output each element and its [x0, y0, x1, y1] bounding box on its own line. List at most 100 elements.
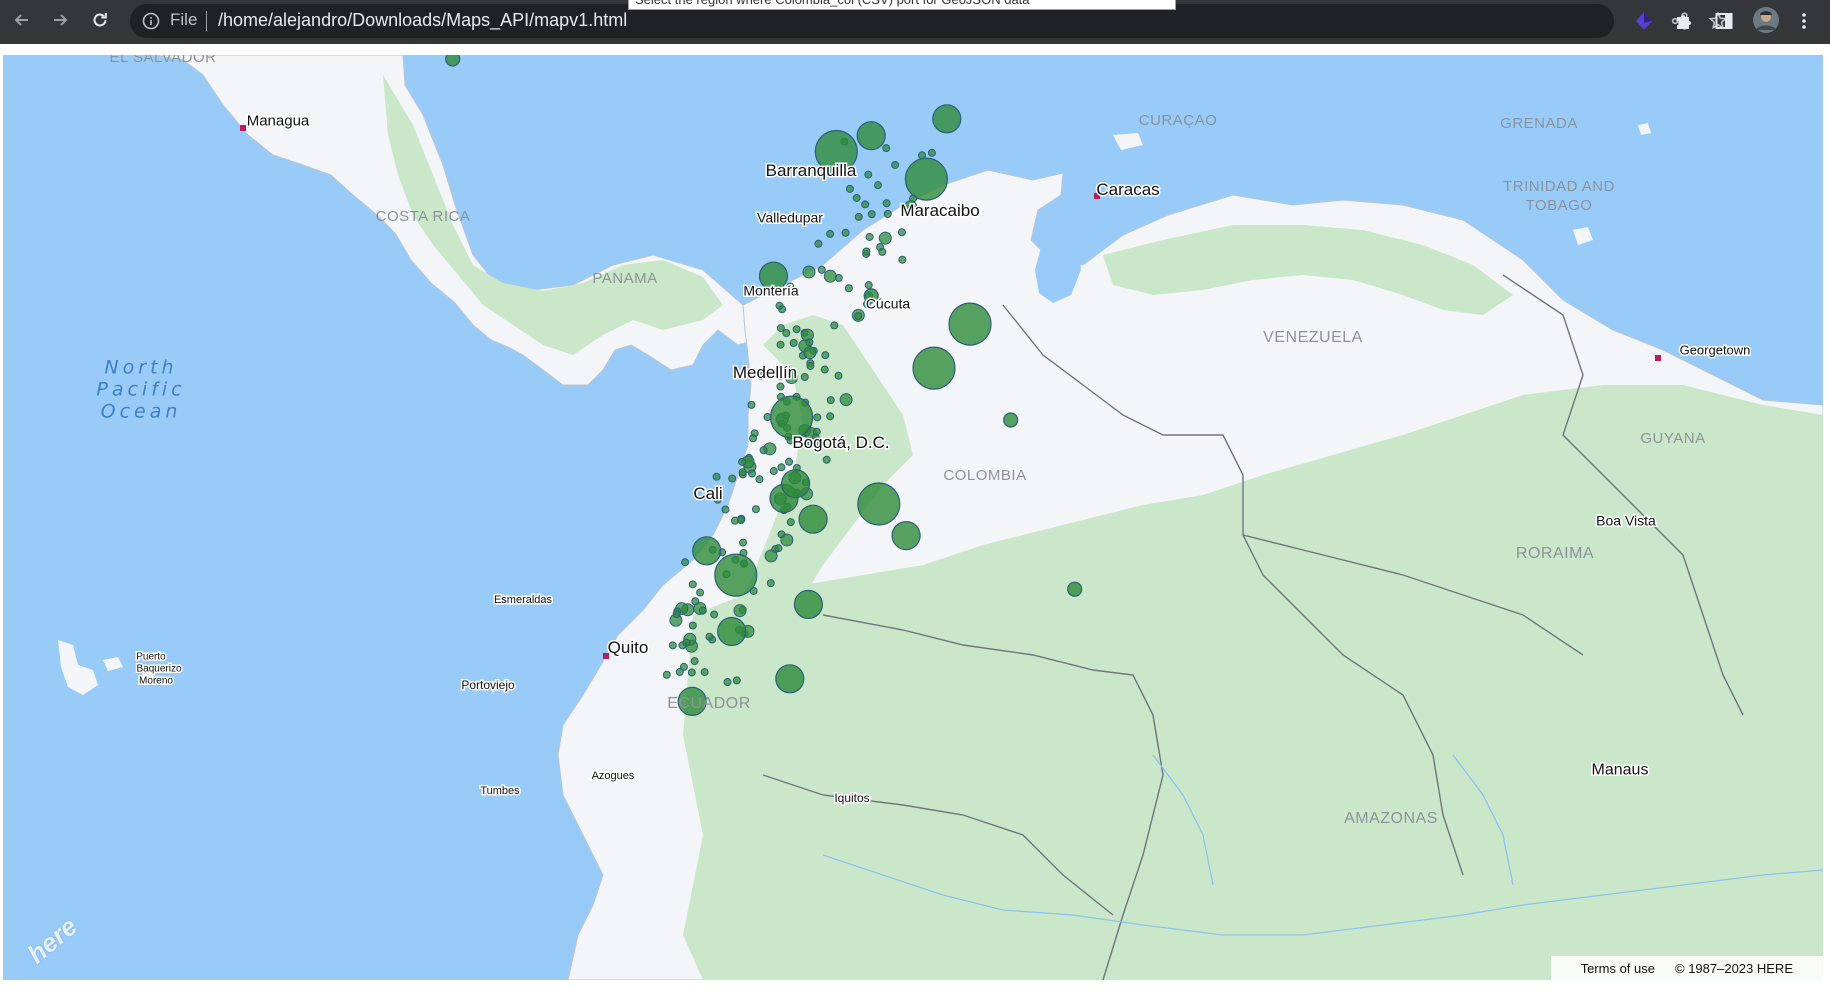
data-point-marker[interactable]: [823, 269, 837, 283]
data-point-marker[interactable]: [782, 329, 791, 338]
data-point-marker[interactable]: [733, 604, 747, 618]
data-point-marker[interactable]: [688, 580, 697, 589]
data-point-marker[interactable]: [710, 610, 719, 619]
data-point-marker[interactable]: [873, 181, 882, 190]
data-point-marker[interactable]: [780, 469, 811, 499]
data-point-marker[interactable]: [785, 457, 794, 466]
data-point-marker[interactable]: [793, 589, 824, 620]
data-point-marker[interactable]: [805, 338, 814, 347]
data-point-marker[interactable]: [862, 247, 871, 256]
data-point-marker[interactable]: [739, 538, 748, 547]
data-point-marker[interactable]: [774, 544, 783, 553]
data-point-marker[interactable]: [813, 413, 822, 422]
extensions-menu-button[interactable]: [1672, 9, 1696, 33]
data-point-marker[interactable]: [864, 281, 873, 290]
data-point-marker[interactable]: [776, 382, 785, 391]
data-point-marker[interactable]: [878, 231, 892, 245]
data-point-marker[interactable]: [839, 393, 853, 407]
data-point-marker[interactable]: [822, 455, 831, 464]
data-point-marker[interactable]: [891, 160, 900, 169]
data-point-marker[interactable]: [863, 288, 879, 304]
data-point-marker[interactable]: [845, 184, 854, 193]
data-point-marker[interactable]: [769, 395, 814, 439]
data-point-marker[interactable]: [854, 212, 863, 221]
map-canvas[interactable]: EL SALVADOR CURAÇAO GRENADA TRINIDAD AND TOB…: [3, 55, 1823, 980]
data-point-marker[interactable]: [927, 148, 936, 157]
data-point-marker[interactable]: [769, 467, 778, 476]
data-point-marker[interactable]: [1067, 581, 1083, 597]
data-point-marker[interactable]: [864, 170, 873, 179]
data-point-marker[interactable]: [712, 472, 721, 481]
extension-button[interactable]: [1632, 9, 1656, 33]
terms-link[interactable]: Terms of use: [1580, 960, 1655, 976]
data-point-marker[interactable]: [841, 228, 850, 237]
data-point-marker[interactable]: [675, 667, 684, 676]
side-panel-button[interactable]: [1712, 9, 1736, 33]
data-point-marker[interactable]: [826, 412, 835, 421]
data-point-marker[interactable]: [679, 662, 688, 671]
data-point-marker[interactable]: [677, 686, 707, 717]
data-point-marker[interactable]: [682, 638, 691, 647]
data-point-marker[interactable]: [904, 157, 949, 201]
data-point-marker[interactable]: [798, 504, 828, 534]
data-point-marker[interactable]: [803, 346, 817, 360]
back-button[interactable]: [2, 0, 42, 40]
data-point-marker[interactable]: [800, 372, 809, 381]
data-point-marker[interactable]: [806, 361, 815, 370]
data-point-marker[interactable]: [723, 678, 732, 687]
data-point-marker[interactable]: [714, 553, 758, 597]
data-point-marker[interactable]: [747, 469, 756, 478]
data-point-marker[interactable]: [687, 668, 696, 677]
data-point-marker[interactable]: [705, 632, 714, 641]
data-point-marker[interactable]: [883, 209, 892, 218]
data-point-marker[interactable]: [882, 144, 891, 153]
data-point-marker[interactable]: [747, 400, 756, 409]
data-point-marker[interactable]: [878, 247, 887, 256]
data-point-marker[interactable]: [777, 463, 786, 472]
data-point-marker[interactable]: [857, 482, 901, 526]
data-point-marker[interactable]: [681, 558, 690, 567]
data-point-marker[interactable]: [776, 372, 785, 381]
data-point-marker[interactable]: [814, 129, 858, 174]
data-point-marker[interactable]: [854, 312, 863, 321]
data-point-marker[interactable]: [780, 533, 794, 547]
data-point-marker[interactable]: [834, 371, 843, 380]
data-point-marker[interactable]: [721, 505, 730, 514]
data-point-marker[interactable]: [783, 366, 792, 375]
data-point-marker[interactable]: [789, 339, 798, 348]
data-point-marker[interactable]: [861, 200, 870, 209]
data-point-marker[interactable]: [897, 228, 906, 237]
data-point-marker[interactable]: [758, 261, 789, 291]
data-point-marker[interactable]: [755, 475, 764, 484]
data-point-marker[interactable]: [688, 621, 697, 630]
data-point-marker[interactable]: [668, 641, 677, 650]
data-point-marker[interactable]: [786, 518, 795, 527]
data-point-marker[interactable]: [826, 396, 835, 405]
data-point-marker[interactable]: [820, 365, 829, 374]
data-point-marker[interactable]: [775, 664, 805, 694]
browser-menu-button[interactable]: [1792, 9, 1816, 33]
data-point-marker[interactable]: [759, 446, 768, 455]
data-point-marker[interactable]: [751, 505, 760, 514]
data-point-marker[interactable]: [812, 427, 821, 436]
data-point-marker[interactable]: [867, 210, 876, 219]
data-point-marker[interactable]: [821, 351, 830, 360]
data-point-marker[interactable]: [672, 610, 681, 619]
data-point-marker[interactable]: [792, 325, 801, 334]
data-point-marker[interactable]: [932, 104, 962, 134]
data-point-marker[interactable]: [738, 457, 747, 466]
data-point-marker[interactable]: [737, 516, 746, 525]
data-point-marker[interactable]: [764, 549, 778, 563]
data-point-marker[interactable]: [700, 668, 709, 677]
data-point-marker[interactable]: [948, 302, 992, 346]
data-point-marker[interactable]: [882, 199, 891, 208]
data-point-marker[interactable]: [814, 239, 823, 248]
data-point-marker[interactable]: [786, 282, 795, 291]
data-point-marker[interactable]: [898, 255, 907, 264]
data-point-marker[interactable]: [698, 606, 707, 615]
data-point-marker[interactable]: [1003, 412, 1019, 428]
data-point-marker[interactable]: [844, 284, 853, 293]
data-point-marker[interactable]: [662, 670, 671, 679]
data-point-marker[interactable]: [696, 588, 705, 597]
data-point-marker[interactable]: [763, 413, 772, 422]
